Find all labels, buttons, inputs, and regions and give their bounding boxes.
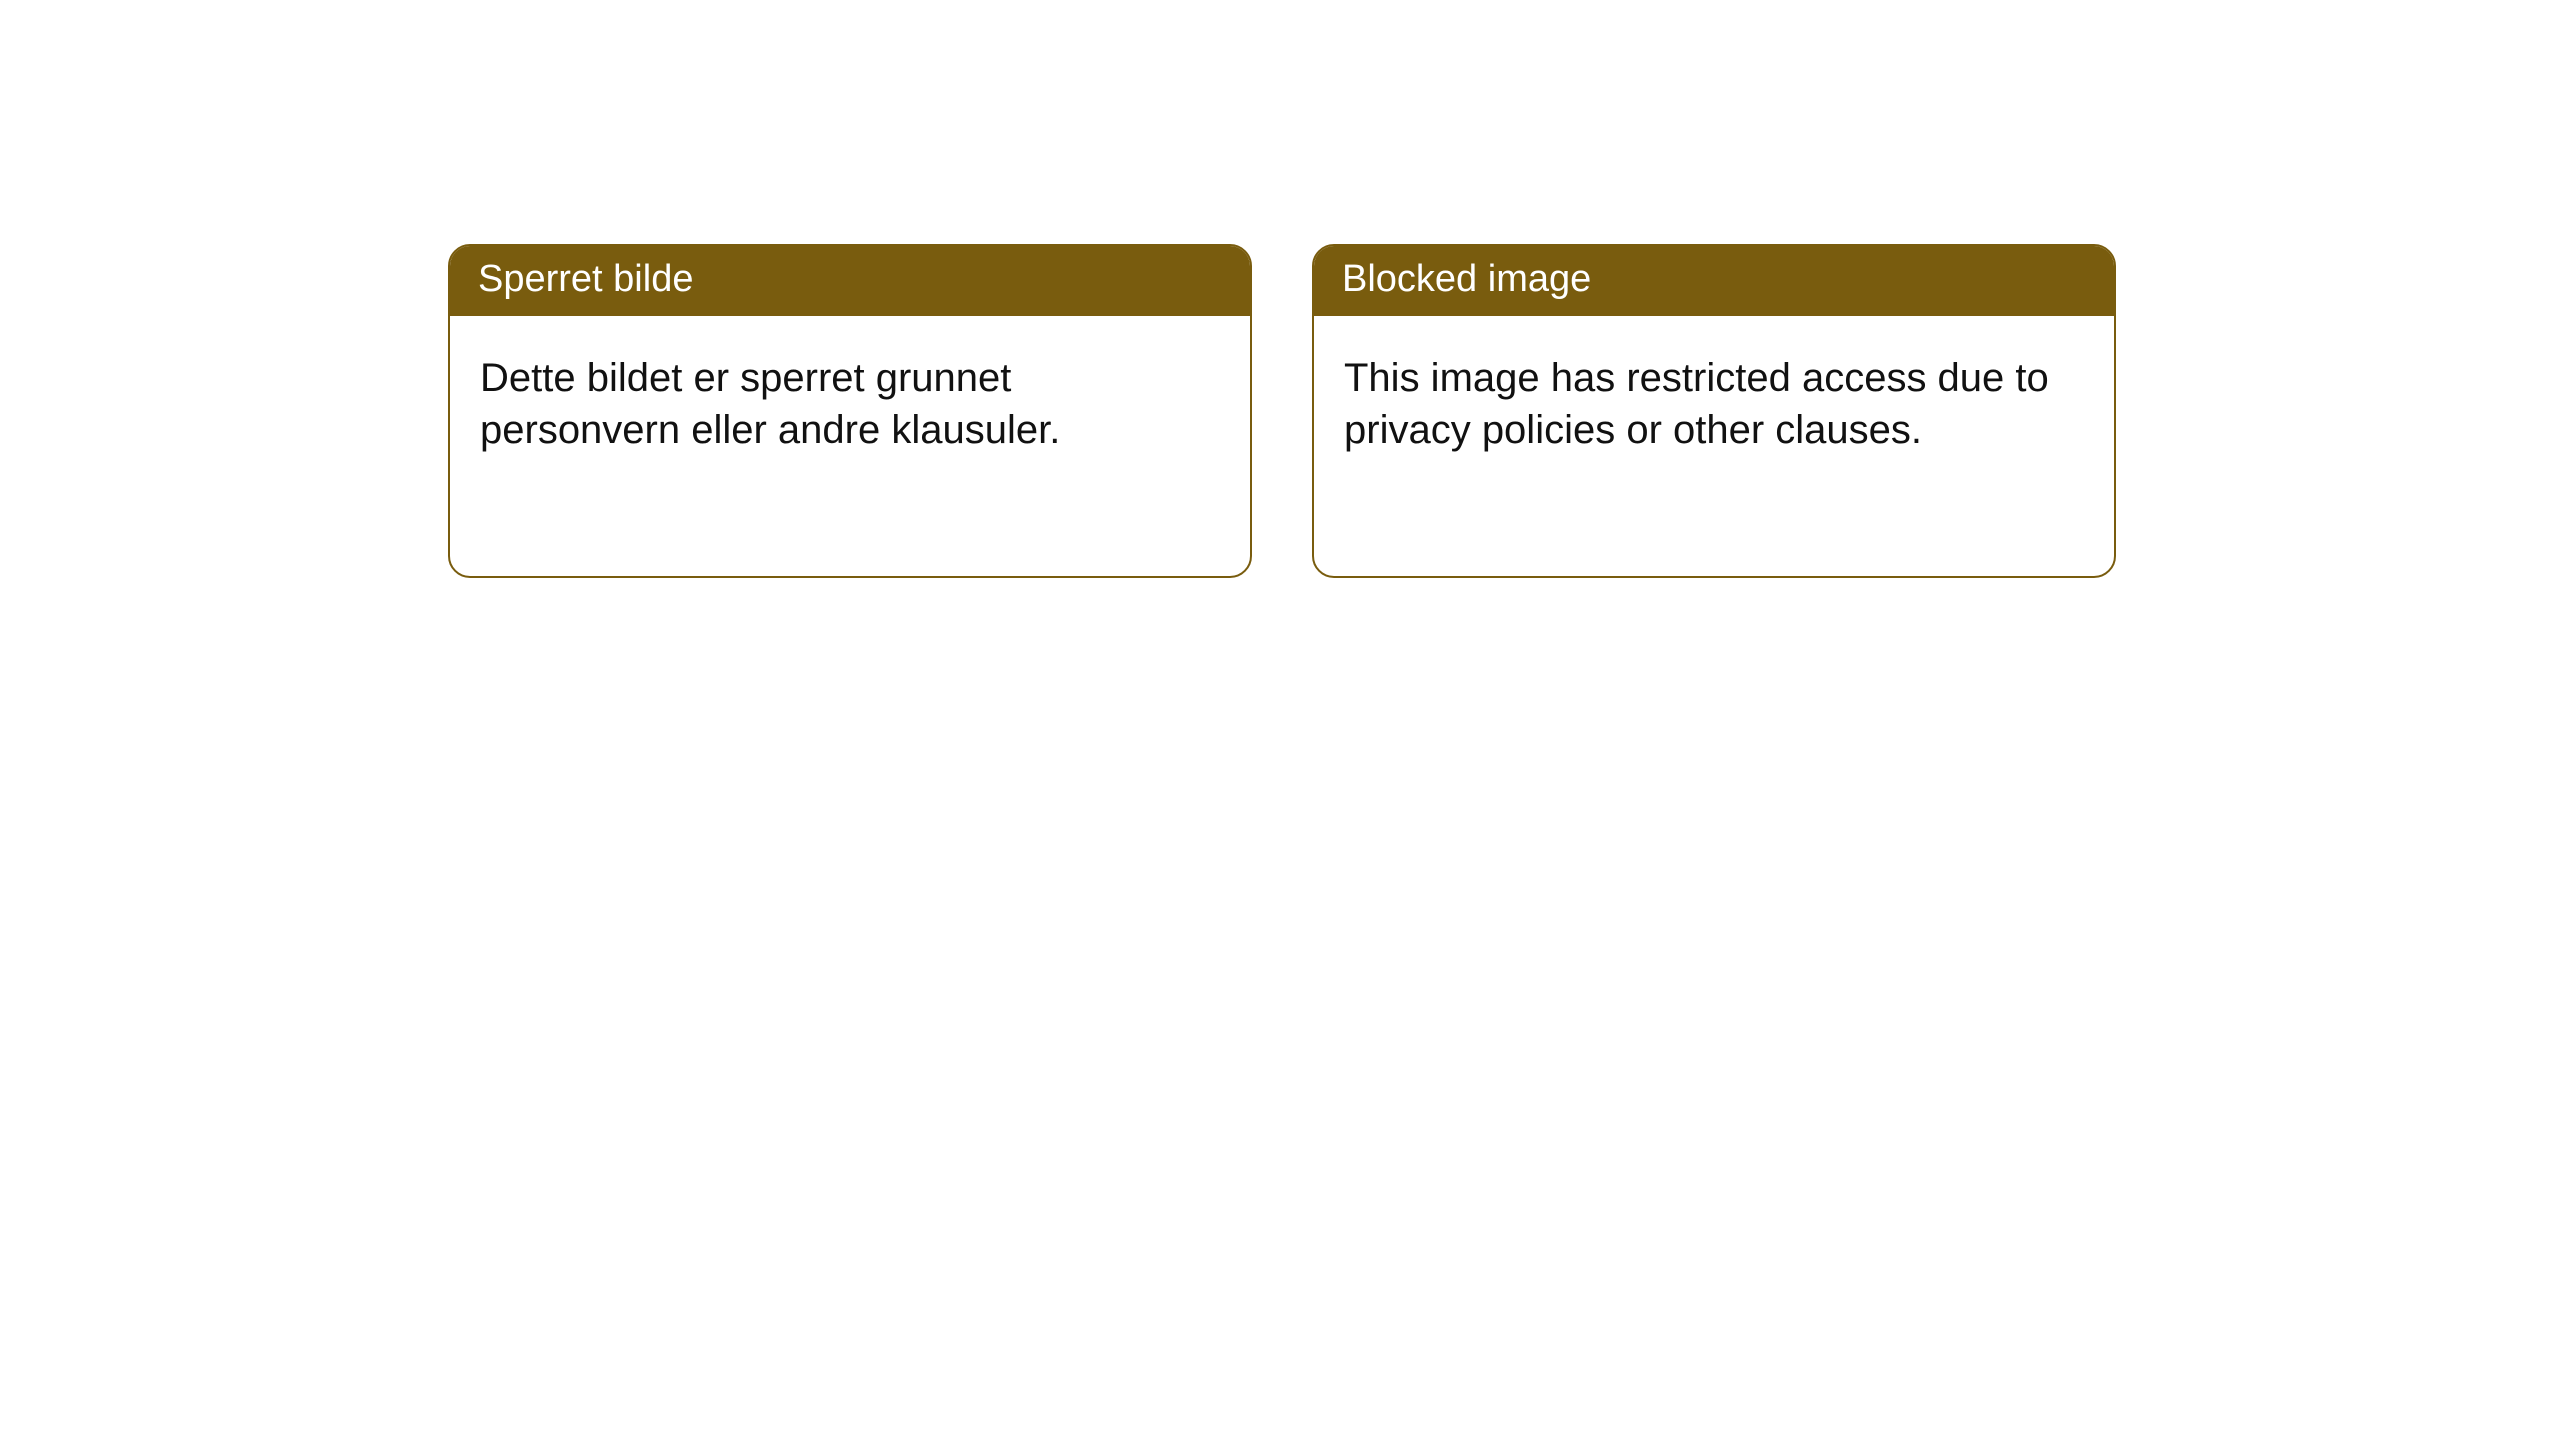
card-body: This image has restricted access due to … bbox=[1314, 316, 2114, 486]
notice-card-row: Sperret bilde Dette bildet er sperret gr… bbox=[448, 244, 2116, 578]
card-title: Blocked image bbox=[1314, 246, 2114, 316]
card-body: Dette bildet er sperret grunnet personve… bbox=[450, 316, 1250, 486]
notice-card-norwegian: Sperret bilde Dette bildet er sperret gr… bbox=[448, 244, 1252, 578]
notice-card-english: Blocked image This image has restricted … bbox=[1312, 244, 2116, 578]
card-title: Sperret bilde bbox=[450, 246, 1250, 316]
